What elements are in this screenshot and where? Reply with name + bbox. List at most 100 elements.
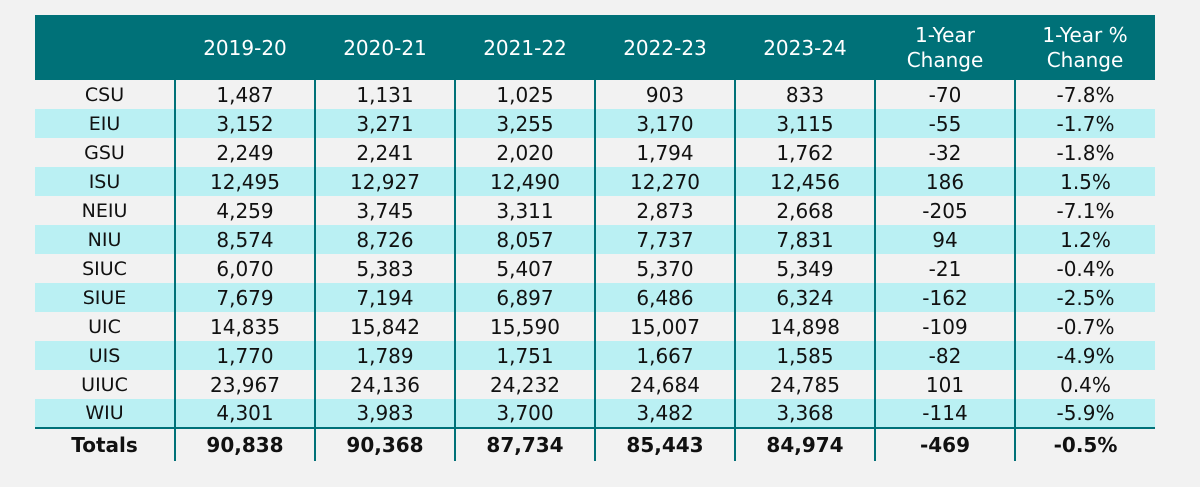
totals-change-cell: -469 bbox=[875, 427, 1016, 461]
totals-label: Totals bbox=[35, 427, 176, 461]
totals-cell: 87,734 bbox=[455, 427, 596, 461]
enrollment-cell: 3,170 bbox=[595, 109, 736, 138]
totals-cell: 90,838 bbox=[175, 427, 316, 461]
column-header-year: 2021-22 bbox=[483, 36, 567, 60]
table-row: WIU 4,301 3,983 3,700 3,482 3,368 -114 -5.9% bbox=[35, 399, 1155, 428]
enrollment-cell: 14,898 bbox=[735, 312, 876, 341]
pct-change-cell: -7.8% bbox=[1056, 82, 1115, 107]
enrollment-cell: 3,255 bbox=[455, 109, 596, 138]
totals-cell: 90,368 bbox=[315, 427, 456, 461]
enrollment-table: 2019-20 2020-21 2021-22 2022-23 2023-24 … bbox=[35, 15, 1155, 461]
column-header-year: 2020-21 bbox=[343, 36, 427, 60]
pct-change-cell: -7.1% bbox=[1056, 198, 1115, 223]
enrollment-cell: 1,762 bbox=[735, 138, 876, 167]
row-label: EIU bbox=[35, 109, 176, 138]
change-cell: -70 bbox=[875, 80, 1016, 109]
enrollment-cell: 6,897 bbox=[455, 283, 596, 312]
enrollment-cell: 15,590 bbox=[455, 312, 596, 341]
pct-change-cell: 1.2% bbox=[1060, 227, 1111, 252]
change-cell: -32 bbox=[875, 138, 1016, 167]
enrollment-cell: 5,370 bbox=[595, 254, 736, 283]
enrollment-cell: 2,241 bbox=[315, 138, 456, 167]
enrollment-cell: 12,270 bbox=[595, 167, 736, 196]
enrollment-cell: 1,751 bbox=[455, 341, 596, 370]
enrollment-cell: 2,249 bbox=[175, 138, 316, 167]
pct-change-cell: -2.5% bbox=[1056, 285, 1115, 310]
row-label: NIU bbox=[35, 225, 176, 254]
enrollment-cell: 6,486 bbox=[595, 283, 736, 312]
row-label: GSU bbox=[35, 138, 176, 167]
enrollment-cell: 1,025 bbox=[455, 80, 596, 109]
enrollment-cell: 3,368 bbox=[735, 399, 876, 428]
change-cell: -162 bbox=[875, 283, 1016, 312]
enrollment-cell: 5,383 bbox=[315, 254, 456, 283]
enrollment-cell: 7,831 bbox=[735, 225, 876, 254]
pct-change-cell: 1.5% bbox=[1060, 169, 1111, 194]
enrollment-cell: 3,745 bbox=[315, 196, 456, 225]
table-row: UIS 1,770 1,789 1,751 1,667 1,585 -82 -4.9% bbox=[35, 341, 1155, 370]
enrollment-cell: 12,456 bbox=[735, 167, 876, 196]
enrollment-cell: 1,585 bbox=[735, 341, 876, 370]
enrollment-cell: 5,349 bbox=[735, 254, 876, 283]
enrollment-cell: 7,194 bbox=[315, 283, 456, 312]
enrollment-cell: 7,679 bbox=[175, 283, 316, 312]
column-header-change-line1: 1-Year bbox=[915, 22, 975, 47]
change-cell: -109 bbox=[875, 312, 1016, 341]
enrollment-cell: 5,407 bbox=[455, 254, 596, 283]
change-cell: -82 bbox=[875, 341, 1016, 370]
enrollment-cell: 3,482 bbox=[595, 399, 736, 428]
column-header-pct-line1: 1-Year % bbox=[1042, 22, 1128, 47]
header-corner bbox=[35, 15, 175, 80]
pct-change-cell: -0.4% bbox=[1056, 256, 1115, 281]
row-label: NEIU bbox=[35, 196, 176, 225]
pct-change-cell: -5.9% bbox=[1056, 401, 1115, 425]
enrollment-cell: 6,324 bbox=[735, 283, 876, 312]
row-label: UIS bbox=[35, 341, 176, 370]
table-row: NEIU 4,259 3,745 3,311 2,873 2,668 -205 -7.1% bbox=[35, 196, 1155, 225]
enrollment-cell: 15,842 bbox=[315, 312, 456, 341]
totals-cell: 84,974 bbox=[735, 427, 876, 461]
enrollment-cell: 8,726 bbox=[315, 225, 456, 254]
totals-cell: 85,443 bbox=[595, 427, 736, 461]
enrollment-cell: 4,301 bbox=[175, 399, 316, 428]
table-row: GSU 2,249 2,241 2,020 1,794 1,762 -32 -1.8% bbox=[35, 138, 1155, 167]
table-row: CSU 1,487 1,131 1,025 903 833 -70 -7.8% bbox=[35, 80, 1155, 109]
enrollment-cell: 1,487 bbox=[175, 80, 316, 109]
table-row: UIUC 23,967 24,136 24,232 24,684 24,785 101 0.4… bbox=[35, 370, 1155, 399]
column-header-year: 2023-24 bbox=[763, 36, 847, 60]
enrollment-cell: 1,770 bbox=[175, 341, 316, 370]
pct-change-cell: -4.9% bbox=[1056, 343, 1115, 368]
column-header-pct-line2: Change bbox=[1046, 47, 1124, 72]
enrollment-cell: 1,789 bbox=[315, 341, 456, 370]
pct-change-cell: -1.8% bbox=[1056, 140, 1115, 165]
enrollment-cell: 833 bbox=[735, 80, 876, 109]
row-label: CSU bbox=[35, 80, 176, 109]
enrollment-cell: 3,700 bbox=[455, 399, 596, 428]
column-header-change: 1-Year Change bbox=[875, 15, 1015, 80]
enrollment-cell: 12,927 bbox=[315, 167, 456, 196]
enrollment-cell: 8,574 bbox=[175, 225, 316, 254]
change-cell: -55 bbox=[875, 109, 1016, 138]
enrollment-cell: 2,668 bbox=[735, 196, 876, 225]
table-row: SIUC 6,070 5,383 5,407 5,370 5,349 -21 -0.4% bbox=[35, 254, 1155, 283]
change-cell: 101 bbox=[875, 370, 1016, 399]
enrollment-cell: 2,873 bbox=[595, 196, 736, 225]
enrollment-cell: 4,259 bbox=[175, 196, 316, 225]
enrollment-cell: 3,311 bbox=[455, 196, 596, 225]
totals-pct-change-cell: -0.5% bbox=[1015, 427, 1155, 461]
enrollment-table-container: 2019-20 2020-21 2021-22 2022-23 2023-24 … bbox=[35, 15, 1155, 461]
table-row: UIC 14,835 15,842 15,590 15,007 14,898 -109 -0.… bbox=[35, 312, 1155, 341]
enrollment-cell: 3,152 bbox=[175, 109, 316, 138]
enrollment-cell: 12,490 bbox=[455, 167, 596, 196]
enrollment-cell: 1,667 bbox=[595, 341, 736, 370]
enrollment-cell: 903 bbox=[595, 80, 736, 109]
column-header-change-line2: Change bbox=[906, 47, 984, 72]
table-row: NIU 8,574 8,726 8,057 7,737 7,831 94 1.2% bbox=[35, 225, 1155, 254]
change-cell: 94 bbox=[875, 225, 1016, 254]
change-cell: 186 bbox=[875, 167, 1016, 196]
row-label: WIU bbox=[35, 399, 176, 428]
enrollment-cell: 12,495 bbox=[175, 167, 316, 196]
enrollment-cell: 23,967 bbox=[175, 370, 316, 399]
row-label: UIUC bbox=[35, 370, 176, 399]
enrollment-cell: 15,007 bbox=[595, 312, 736, 341]
